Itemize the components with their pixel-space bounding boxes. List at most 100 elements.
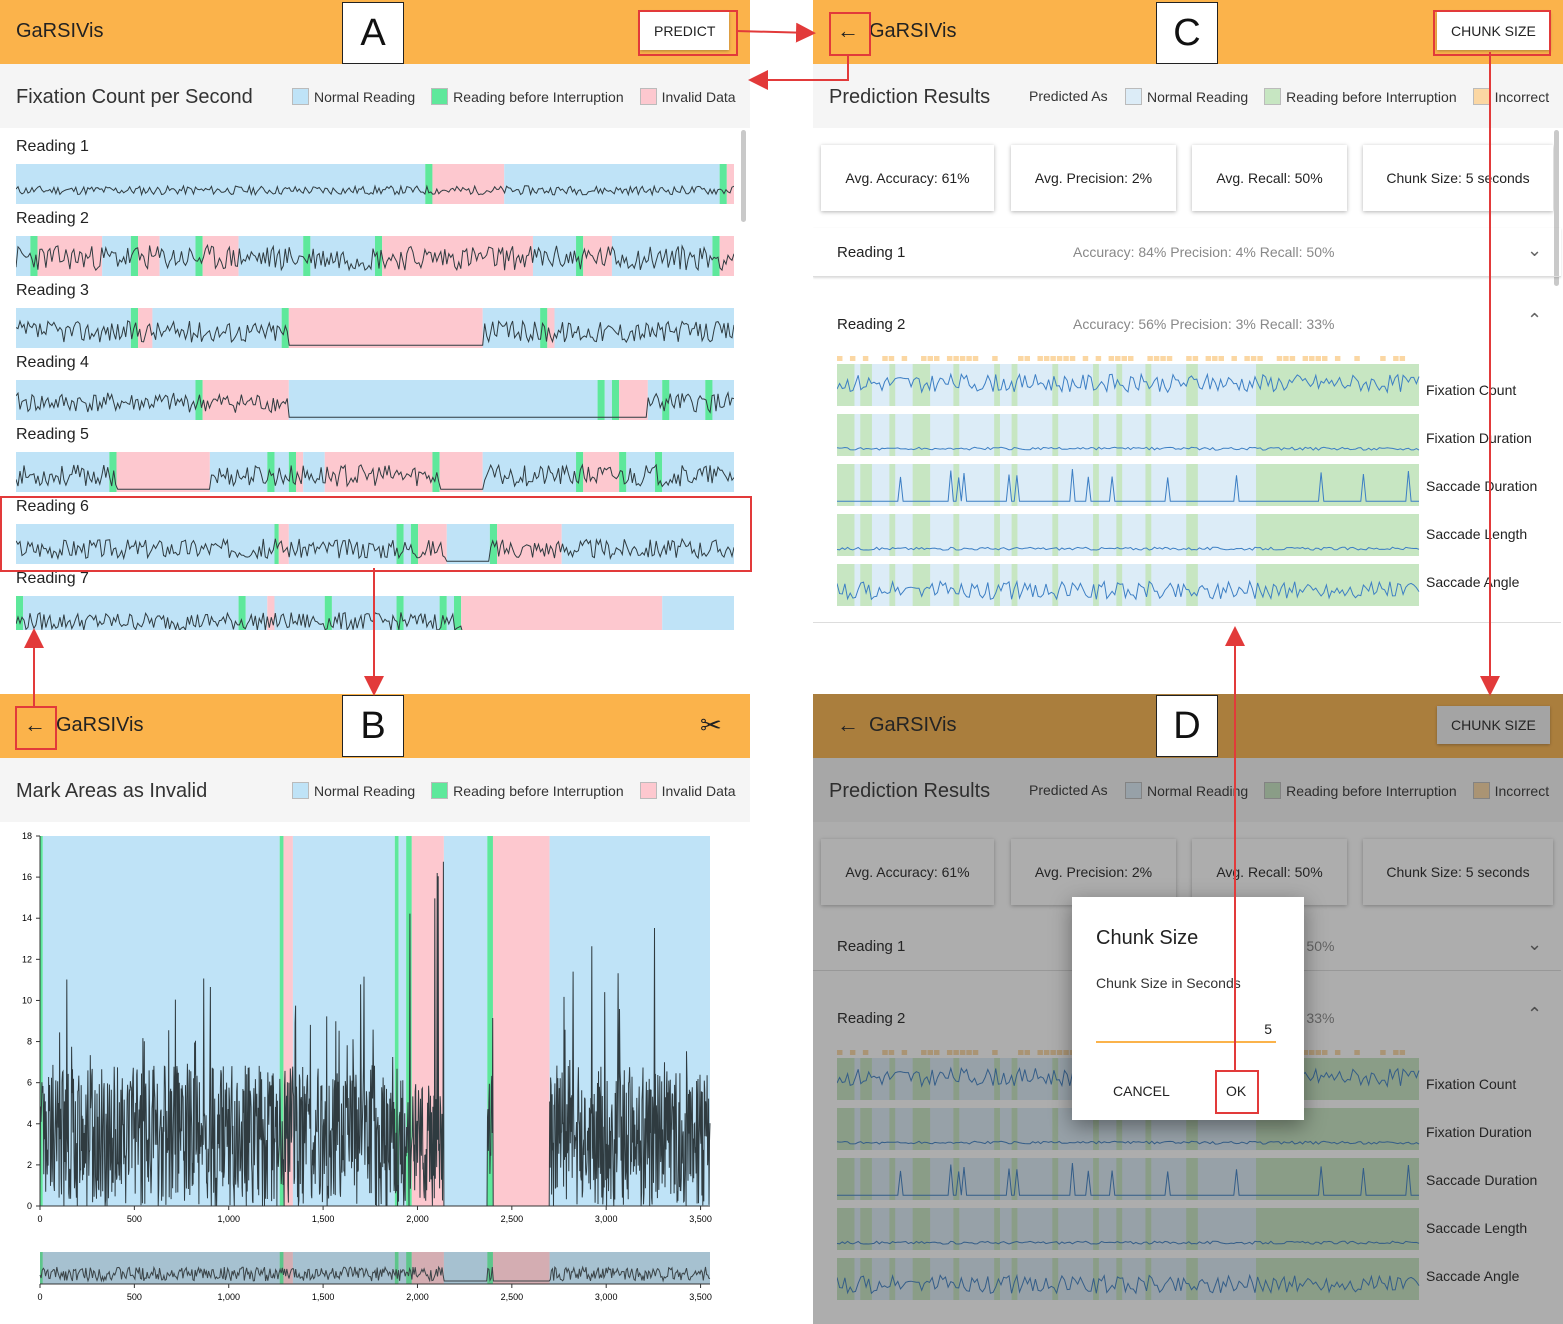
segment-band xyxy=(439,596,447,630)
incorrect-marker xyxy=(1393,356,1399,361)
segment-band xyxy=(303,236,311,276)
segment-band xyxy=(446,596,454,630)
incorrect-marker xyxy=(862,356,869,361)
incorrect-marker xyxy=(1257,356,1263,361)
reading-sparkline[interactable] xyxy=(16,596,734,630)
chunk-size-button[interactable]: CHUNK SIZE xyxy=(1437,12,1550,50)
reading-metrics: Accuracy: 56% Precision: 3% Recall: 33% xyxy=(1073,316,1335,332)
reading-row[interactable]: Reading 1 xyxy=(16,138,734,204)
reading-label: Reading 3 xyxy=(16,282,89,299)
feature-label: Saccade Duration xyxy=(1426,478,1538,494)
prediction-charts[interactable] xyxy=(837,352,1437,614)
dialog-title: Chunk Size xyxy=(1096,927,1199,949)
reading-row[interactable]: Reading 4 xyxy=(16,354,734,420)
predicted-band xyxy=(860,1208,872,1250)
predicted-band xyxy=(860,564,872,606)
back-arrow-icon[interactable]: ← xyxy=(24,712,46,737)
incorrect-marker xyxy=(1231,356,1237,361)
segment-band xyxy=(274,596,325,630)
chevron-up-icon[interactable]: ⌃ xyxy=(1527,1004,1543,1024)
incorrect-marker xyxy=(1160,356,1166,361)
reading-sparkline[interactable] xyxy=(16,308,734,348)
cancel-button[interactable]: CANCEL xyxy=(1113,1083,1170,1099)
predicted-band xyxy=(912,364,931,406)
segment-band xyxy=(324,596,332,630)
incorrect-marker xyxy=(1276,356,1283,361)
incorrect-marker xyxy=(946,1050,953,1055)
chunk-size-button[interactable]: CHUNK SIZE xyxy=(1437,706,1550,744)
segment-band xyxy=(712,236,720,276)
reading-row[interactable]: Reading 3 xyxy=(16,282,734,348)
segment-band xyxy=(331,596,397,630)
reading-1-header[interactable]: Reading 1 Accuracy: 84% Precision: 4% Re… xyxy=(813,228,1561,277)
predicted-band xyxy=(1052,1208,1059,1250)
incorrect-marker xyxy=(1153,356,1160,361)
predicted-band xyxy=(1093,1258,1099,1300)
predicted-band xyxy=(1093,1158,1099,1200)
reading-row[interactable]: Reading 6 xyxy=(16,498,734,564)
reading-label: Reading 1 xyxy=(837,244,906,261)
reading-sparkline[interactable] xyxy=(16,236,734,276)
segment-band xyxy=(202,380,289,420)
incorrect-marker xyxy=(1322,356,1328,361)
predicted-band xyxy=(889,414,896,456)
sparkline-series xyxy=(16,184,734,197)
incorrect-marker xyxy=(862,1050,869,1055)
x-tick-label: 1,000 xyxy=(217,1214,240,1224)
predicted-band xyxy=(1145,1158,1152,1200)
subheader: Fixation Count per Second Normal Reading… xyxy=(0,64,750,128)
predicted-band xyxy=(837,1208,855,1250)
incorrect-marker xyxy=(1056,1050,1063,1055)
back-arrow-icon[interactable]: ← xyxy=(837,712,859,737)
incorrect-marker xyxy=(882,1050,888,1055)
legend-label: Normal Reading xyxy=(1147,88,1249,105)
prediction-charts[interactable] xyxy=(837,1046,1437,1308)
incorrect-marker xyxy=(1166,356,1173,361)
main-chart[interactable]: 0 2 4 6 8 10 12 14 16 18 0 500 1,000 1,500 2,000 2,500 3… xyxy=(0,822,750,1324)
segment-band xyxy=(583,452,620,492)
predicted-band xyxy=(1011,564,1018,606)
chevron-down-icon[interactable]: ⌄ xyxy=(1527,240,1543,260)
reading-row[interactable]: Reading 2 xyxy=(16,210,734,276)
page-title: Prediction Results xyxy=(829,86,991,108)
predicted-band xyxy=(889,1058,896,1100)
segment-band xyxy=(398,836,407,1206)
readings-list[interactable]: Reading 1 Reading 2 Reading 3 Reading 4 … xyxy=(0,128,750,630)
reading-2-header[interactable]: Reading 2 Accuracy: 56% Precision: 3% Re… xyxy=(813,292,1561,340)
predict-button[interactable]: PREDICT xyxy=(640,12,730,50)
segment-band xyxy=(396,596,404,630)
ok-button[interactable]: OK xyxy=(1226,1083,1247,1099)
chevron-up-icon[interactable]: ⌃ xyxy=(1527,310,1543,330)
predicted-band xyxy=(994,1258,1000,1300)
reading-row[interactable]: Reading 5 xyxy=(16,426,734,492)
reading-row[interactable]: Reading 7 xyxy=(16,570,734,630)
back-arrow-icon[interactable]: ← xyxy=(837,18,859,43)
reading-sparkline[interactable] xyxy=(16,524,734,564)
avg-accuracy-card: Avg. Accuracy: 61% xyxy=(821,145,994,211)
predicted-band xyxy=(1052,1158,1059,1200)
reading-sparkline[interactable] xyxy=(16,380,734,420)
reading-sparkline[interactable] xyxy=(16,164,734,204)
scrollbar[interactable] xyxy=(1554,130,1559,286)
segment-band xyxy=(274,452,289,492)
reading-sparkline[interactable] xyxy=(16,452,734,492)
incorrect-marker xyxy=(1063,356,1069,361)
legend-swatch-before xyxy=(1264,88,1282,105)
segment-band xyxy=(288,524,397,564)
incorrect-marker xyxy=(966,356,972,361)
scrollbar[interactable] xyxy=(741,130,746,222)
incorrect-marker xyxy=(1121,356,1127,361)
predicted-band xyxy=(1116,514,1123,556)
predicted-band xyxy=(1116,364,1123,406)
scissors-icon[interactable]: ✂ xyxy=(700,710,722,740)
chevron-down-icon[interactable]: ⌄ xyxy=(1527,934,1543,954)
y-tick-label: 14 xyxy=(22,913,32,923)
segment-band xyxy=(406,836,412,1206)
chunk-size-input[interactable]: 5 xyxy=(1096,1013,1276,1043)
predicted-band xyxy=(837,1258,855,1300)
segment-band xyxy=(547,308,555,348)
predicted-band xyxy=(1116,464,1123,506)
incorrect-marker xyxy=(1250,356,1257,361)
segment-band xyxy=(375,236,383,276)
highlight-chunk-size-button xyxy=(1433,10,1551,56)
